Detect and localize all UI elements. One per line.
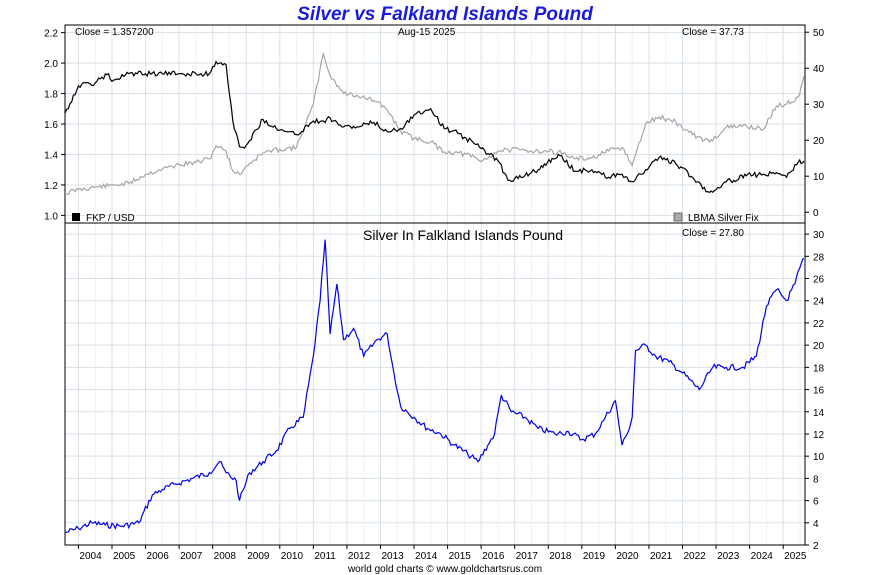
top-right-tick-label-0: 0 bbox=[813, 208, 819, 219]
x-tick-label-2020: 2020 bbox=[616, 551, 639, 562]
legend-lbma-label: LBMA Silver Fix bbox=[688, 213, 759, 224]
top-left-tick-label-2.0: 2.0 bbox=[44, 59, 58, 70]
x-tick-label-2010: 2010 bbox=[281, 551, 304, 562]
x-tick-label-2009: 2009 bbox=[247, 551, 270, 562]
x-tick-label-2011: 2011 bbox=[314, 551, 336, 562]
x-tick-label-2018: 2018 bbox=[549, 551, 572, 562]
top-left-tick-label-1.0: 1.0 bbox=[44, 211, 58, 222]
top-right-tick-label-30: 30 bbox=[813, 100, 825, 111]
x-tick-label-2004: 2004 bbox=[79, 551, 102, 562]
top-right-tick-label-20: 20 bbox=[813, 136, 825, 147]
bottom-right-tick-label-6: 6 bbox=[813, 497, 819, 508]
x-tick-label-2016: 2016 bbox=[482, 551, 505, 562]
bottom-right-tick-label-20: 20 bbox=[813, 341, 825, 352]
bottom-right-tick-label-8: 8 bbox=[813, 474, 819, 485]
x-tick-label-2008: 2008 bbox=[214, 551, 237, 562]
top-left-tick-label-1.2: 1.2 bbox=[44, 181, 58, 192]
bottom-panel-title: Silver In Falkland Islands Pound bbox=[363, 227, 563, 243]
chart-title: Silver vs Falkland Islands Pound bbox=[297, 4, 593, 25]
axis-ticks: 2004 2005 2006 2007 2008 2009 2010 2011 2012 2013… bbox=[44, 28, 824, 562]
x-tick-label-2023: 2023 bbox=[717, 551, 740, 562]
top-right-tick-label-10: 10 bbox=[813, 172, 825, 183]
x-tick-label-2015: 2015 bbox=[449, 551, 472, 562]
x-tick-label-2019: 2019 bbox=[583, 551, 606, 562]
series-fkp-usd bbox=[64, 60, 805, 194]
top-date-label: Aug-15 2025 bbox=[398, 27, 456, 38]
x-tick-label-2024: 2024 bbox=[751, 551, 774, 562]
x-tick-label-2017: 2017 bbox=[516, 551, 539, 562]
bottom-right-tick-label-16: 16 bbox=[813, 386, 825, 397]
top-left-tick-label-1.8: 1.8 bbox=[44, 90, 58, 101]
bottom-panel-series bbox=[64, 239, 805, 534]
x-tick-label-2013: 2013 bbox=[381, 551, 404, 562]
legend-fkp-swatch bbox=[72, 213, 80, 221]
bottom-right-tick-label-12: 12 bbox=[813, 430, 825, 441]
bottom-right-tick-label-18: 18 bbox=[813, 363, 825, 374]
bottom-right-tick-label-24: 24 bbox=[813, 297, 825, 308]
legend-lbma-swatch bbox=[673, 212, 683, 222]
bottom-right-tick-label-14: 14 bbox=[813, 408, 825, 419]
bottom-right-tick-label-26: 26 bbox=[813, 275, 825, 286]
x-tick-label-2005: 2005 bbox=[113, 551, 136, 562]
x-tick-label-2012: 2012 bbox=[348, 551, 371, 562]
footer-credit: world gold charts © www.goldchartsrus.co… bbox=[347, 564, 542, 575]
bottom-close-label: Close = 27.80 bbox=[682, 228, 744, 239]
top-close-right-label: Close = 37.73 bbox=[682, 27, 744, 38]
x-tick-label-2025: 2025 bbox=[784, 551, 807, 562]
bottom-panel-frame bbox=[64, 222, 806, 546]
bottom-right-tick-label-22: 22 bbox=[813, 319, 825, 330]
x-tick-label-2021: 2021 bbox=[650, 551, 673, 562]
x-tick-label-2014: 2014 bbox=[415, 551, 438, 562]
top-left-tick-label-1.4: 1.4 bbox=[44, 150, 58, 161]
bottom-right-tick-label-28: 28 bbox=[813, 252, 825, 263]
top-close-left-label: Close = 1.357200 bbox=[75, 27, 154, 38]
bottom-right-tick-label-2: 2 bbox=[813, 541, 819, 552]
bottom-right-tick-label-10: 10 bbox=[813, 452, 825, 463]
top-right-tick-label-50: 50 bbox=[813, 28, 825, 39]
top-panel-grid bbox=[65, 25, 805, 223]
top-right-tick-label-40: 40 bbox=[813, 64, 825, 75]
top-left-tick-label-2.2: 2.2 bbox=[44, 29, 58, 40]
bottom-right-tick-label-30: 30 bbox=[813, 230, 825, 241]
bottom-right-tick-label-4: 4 bbox=[813, 519, 819, 530]
x-tick-label-2022: 2022 bbox=[684, 551, 707, 562]
bottom-panel-grid bbox=[65, 223, 805, 546]
x-tick-label-2006: 2006 bbox=[147, 551, 170, 562]
top-panel-series bbox=[64, 51, 805, 196]
top-left-tick-label-1.6: 1.6 bbox=[44, 120, 58, 131]
series-silver-in-fkp bbox=[64, 239, 805, 534]
series-lbma-silver-fix bbox=[64, 51, 805, 196]
legend-fkp-label: FKP / USD bbox=[86, 213, 135, 224]
x-tick-label-2007: 2007 bbox=[180, 551, 203, 562]
